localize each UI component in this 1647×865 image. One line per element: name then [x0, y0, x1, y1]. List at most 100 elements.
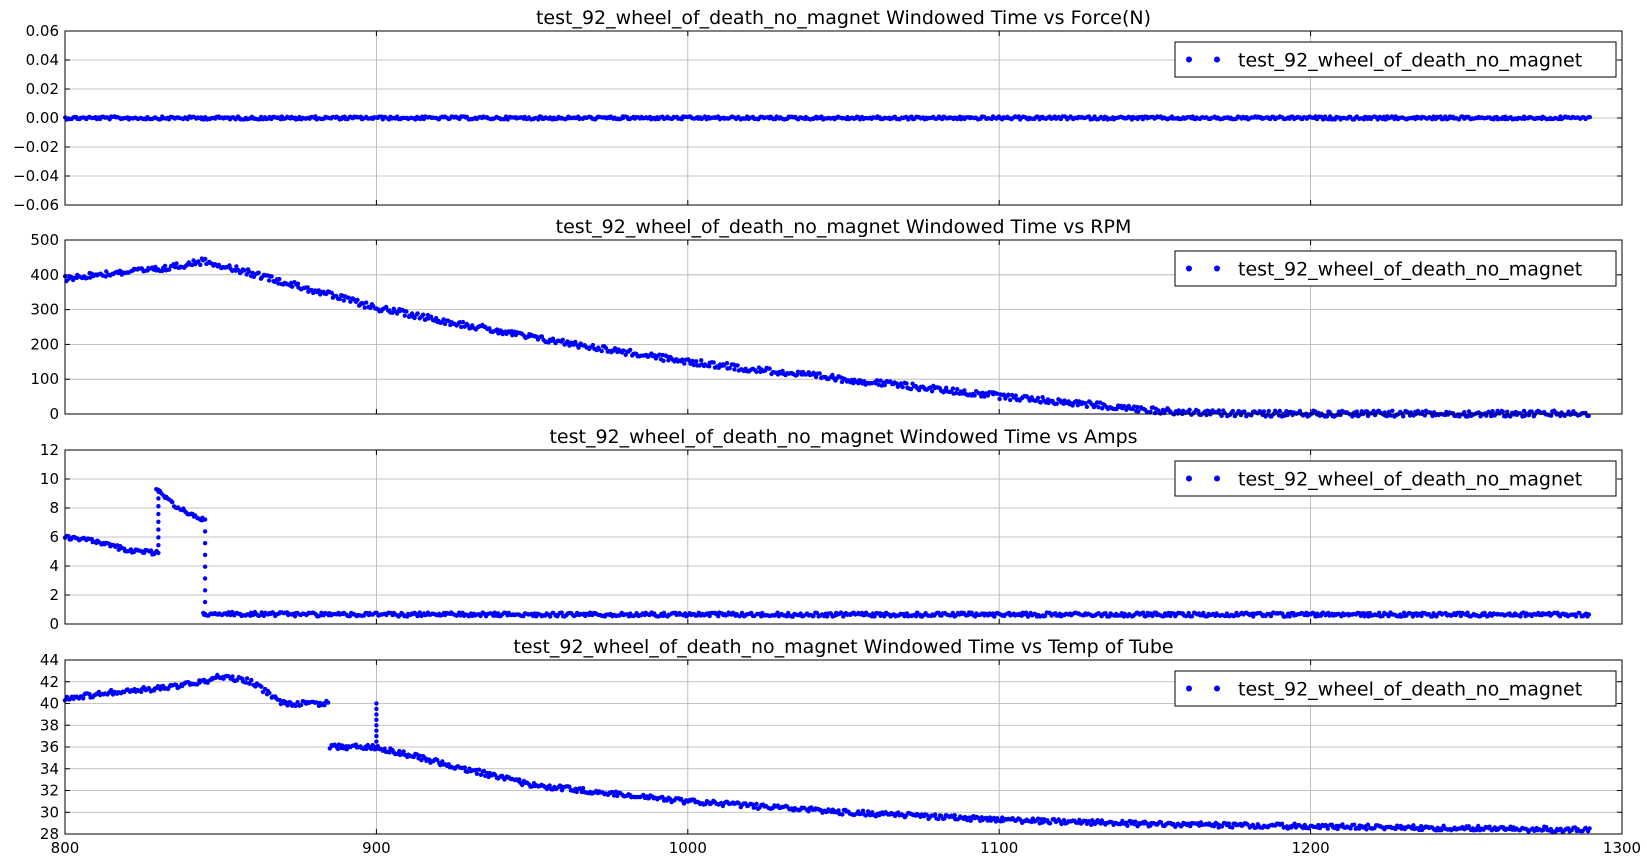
data-point [666, 358, 671, 363]
legend-marker [1214, 56, 1220, 63]
data-point [1245, 822, 1250, 827]
data-point [1411, 823, 1416, 828]
data-point [694, 359, 699, 364]
data-point [314, 700, 319, 705]
data-point [727, 366, 732, 371]
data-point [1266, 408, 1272, 414]
data-point [1386, 409, 1392, 415]
data-point [335, 746, 341, 752]
y-tick-label: 0.04 [26, 51, 59, 69]
data-point [817, 371, 822, 376]
axes-frame [64, 659, 1623, 835]
data-point [936, 816, 941, 822]
data-point [156, 504, 161, 509]
data-point [547, 783, 552, 788]
data-point [1325, 826, 1331, 831]
y-tick-label: 0 [49, 405, 59, 423]
data-point [560, 337, 565, 342]
y-tick-label: 40 [40, 695, 59, 713]
data-point [156, 543, 161, 548]
data-point [1035, 395, 1041, 401]
data-point [384, 304, 389, 310]
data-point [374, 701, 379, 706]
data-point [401, 749, 406, 754]
data-point [898, 381, 904, 386]
data-point [364, 746, 369, 752]
subplot-title: test_92_wheel_of_death_no_magnet Windowe… [556, 216, 1132, 238]
legend: test_92_wheel_of_death_no_magnet [1174, 670, 1617, 707]
data-point [1173, 824, 1178, 829]
data-point [1089, 822, 1094, 827]
data-point [539, 334, 545, 339]
data-point [1100, 406, 1105, 411]
data-point [985, 818, 990, 823]
x-tick-label: 1200 [1292, 839, 1330, 857]
data-point [908, 386, 914, 392]
data-point [830, 372, 835, 378]
data-point [1158, 820, 1164, 825]
data-point [599, 348, 604, 354]
data-point [267, 690, 272, 696]
data-point [203, 256, 208, 262]
data-point [1508, 414, 1513, 419]
data-point [293, 703, 298, 709]
data-point [735, 363, 740, 368]
data-point [997, 396, 1002, 402]
data-point [1384, 413, 1390, 419]
y-tick-label: 0.02 [26, 80, 59, 98]
data-point [811, 613, 816, 619]
data-point [202, 529, 208, 534]
data-point [170, 500, 175, 505]
data-point [246, 269, 252, 274]
data-point [1219, 413, 1224, 418]
legend-box [1174, 460, 1617, 497]
data-point [1035, 816, 1041, 821]
data-point [362, 305, 367, 310]
data-point [156, 496, 161, 501]
legend-box [1174, 250, 1617, 287]
data-point [900, 384, 905, 390]
y-tick-label: 4 [49, 557, 59, 575]
data-point [216, 262, 222, 268]
data-point [1059, 821, 1064, 827]
data-point [1529, 409, 1534, 414]
y-tick-label: 6 [49, 528, 59, 546]
data-point [374, 733, 379, 739]
data-point [550, 336, 556, 341]
data-point [1587, 826, 1592, 831]
y-tick-label: 36 [40, 738, 59, 756]
data-point [459, 324, 464, 330]
data-point [277, 276, 282, 282]
y-tick-label: 42 [40, 673, 59, 691]
data-point [959, 391, 965, 396]
data-point [1189, 614, 1195, 619]
data-point [1317, 825, 1323, 831]
data-point [1187, 407, 1192, 412]
data-point [590, 342, 596, 348]
data-point [1500, 409, 1506, 414]
data-point [266, 278, 272, 283]
data-point [1462, 410, 1467, 415]
y-tick-label: 2 [49, 586, 59, 604]
data-point [680, 357, 685, 362]
data-point [156, 527, 161, 532]
data-point [814, 610, 820, 616]
data-point [838, 610, 844, 615]
data-point [1141, 610, 1146, 615]
legend: test_92_wheel_of_death_no_magnet [1174, 41, 1617, 78]
data-point [858, 811, 863, 817]
data-point [417, 610, 422, 615]
data-series [62, 672, 1592, 834]
y-tick-label: 500 [30, 231, 59, 249]
data-point [882, 382, 887, 388]
axes-frame [64, 449, 1623, 625]
data-point [707, 364, 712, 369]
data-point [1242, 409, 1247, 414]
y-tick-label: 8 [49, 499, 59, 517]
data-point [510, 333, 515, 338]
data-point [269, 274, 274, 279]
subplot-title: test_92_wheel_of_death_no_magnet Windowe… [549, 426, 1137, 448]
data-point [1008, 397, 1013, 403]
data-point [660, 794, 665, 800]
data-point [156, 519, 161, 524]
